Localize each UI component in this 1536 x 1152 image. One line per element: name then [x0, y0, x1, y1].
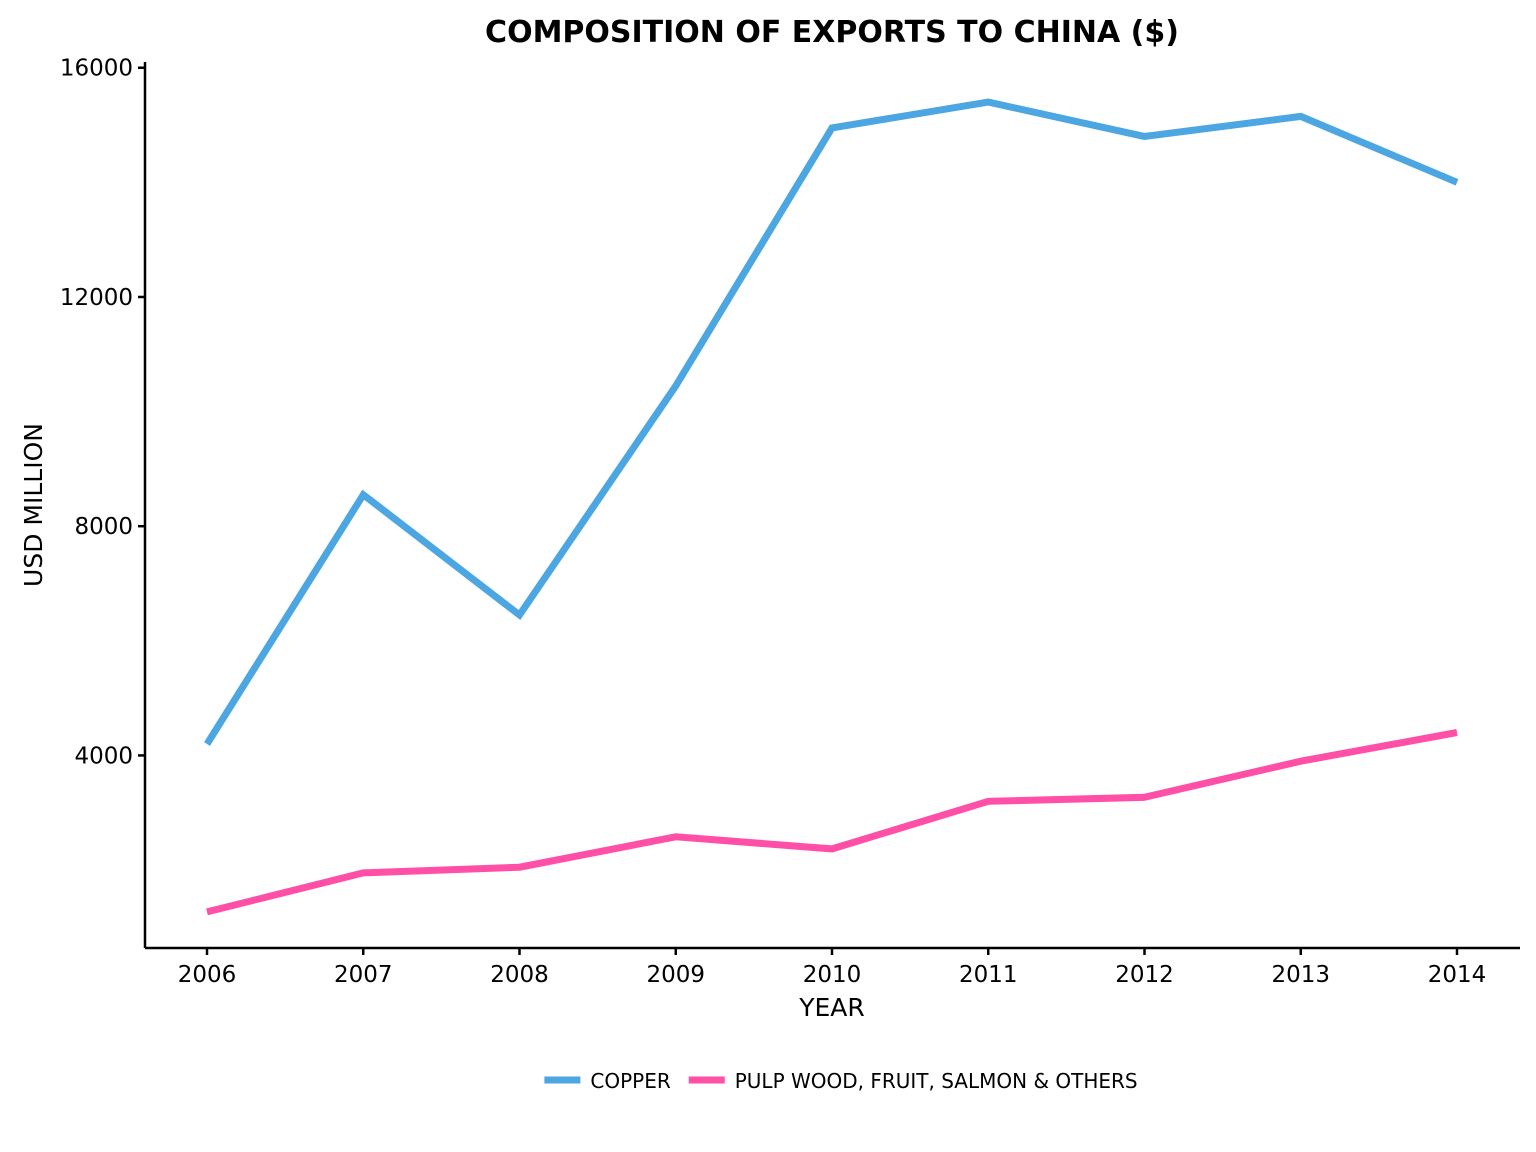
x-tick-label: 2012: [1115, 962, 1174, 988]
x-tick-label: 2014: [1428, 962, 1487, 988]
x-axis-title: YEAR: [798, 993, 865, 1022]
y-axis: 4000 8000 12000 16000: [60, 56, 147, 948]
y-tick-label: 16000: [60, 56, 133, 82]
x-axis: 2006 2007 2008 2009 2010 2011 2012 2013 2014: [145, 946, 1520, 988]
series-lines: [204, 98, 1459, 916]
y-tick-label: 4000: [74, 743, 133, 769]
x-tick-label: 2010: [803, 962, 862, 988]
legend-label: COPPER: [590, 1069, 670, 1093]
x-tick-label: 2006: [178, 962, 237, 988]
y-tick-label: 8000: [74, 514, 133, 540]
series-line-pulp-wood-fruit-salmon-others: [206, 729, 1458, 916]
y-tick-label: 12000: [60, 285, 133, 311]
legend: COPPER PULP WOOD, FRUIT, SALMON & OTHERS: [544, 1069, 1138, 1093]
x-tick-label: 2008: [490, 962, 549, 988]
x-tick-label: 2011: [959, 962, 1018, 988]
series-line-copper: [204, 98, 1459, 746]
chart-title: COMPOSITION OF EXPORTS TO CHINA ($): [485, 15, 1179, 50]
x-tick-label: 2009: [646, 962, 705, 988]
x-tick-label: 2007: [334, 962, 393, 988]
y-axis-title: USD MILLION: [19, 423, 48, 587]
x-tick-label: 2013: [1271, 962, 1330, 988]
legend-label: PULP WOOD, FRUIT, SALMON & OTHERS: [735, 1069, 1138, 1093]
